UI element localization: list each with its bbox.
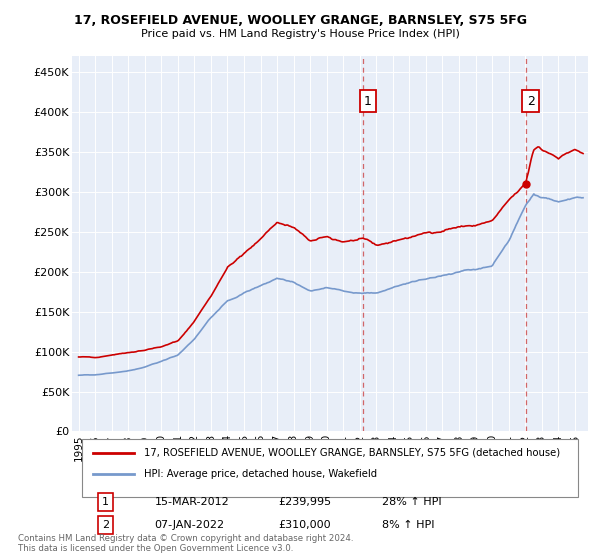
Text: 1: 1 [364,95,372,108]
FancyBboxPatch shape [82,438,578,497]
Text: 2: 2 [102,520,109,530]
Text: 2: 2 [527,95,535,108]
Text: 17, ROSEFIELD AVENUE, WOOLLEY GRANGE, BARNSLEY, S75 5FG (detached house): 17, ROSEFIELD AVENUE, WOOLLEY GRANGE, BA… [144,447,560,458]
Text: £239,995: £239,995 [278,497,332,507]
Text: 8% ↑ HPI: 8% ↑ HPI [382,520,434,530]
Text: 07-JAN-2022: 07-JAN-2022 [155,520,224,530]
Text: 1: 1 [102,497,109,507]
Text: Price paid vs. HM Land Registry's House Price Index (HPI): Price paid vs. HM Land Registry's House … [140,29,460,39]
Text: 15-MAR-2012: 15-MAR-2012 [155,497,229,507]
Text: 28% ↑ HPI: 28% ↑ HPI [382,497,441,507]
Text: 17, ROSEFIELD AVENUE, WOOLLEY GRANGE, BARNSLEY, S75 5FG: 17, ROSEFIELD AVENUE, WOOLLEY GRANGE, BA… [74,14,527,27]
Text: Contains HM Land Registry data © Crown copyright and database right 2024.
This d: Contains HM Land Registry data © Crown c… [18,534,353,553]
Text: £310,000: £310,000 [278,520,331,530]
Text: HPI: Average price, detached house, Wakefield: HPI: Average price, detached house, Wake… [144,469,377,479]
